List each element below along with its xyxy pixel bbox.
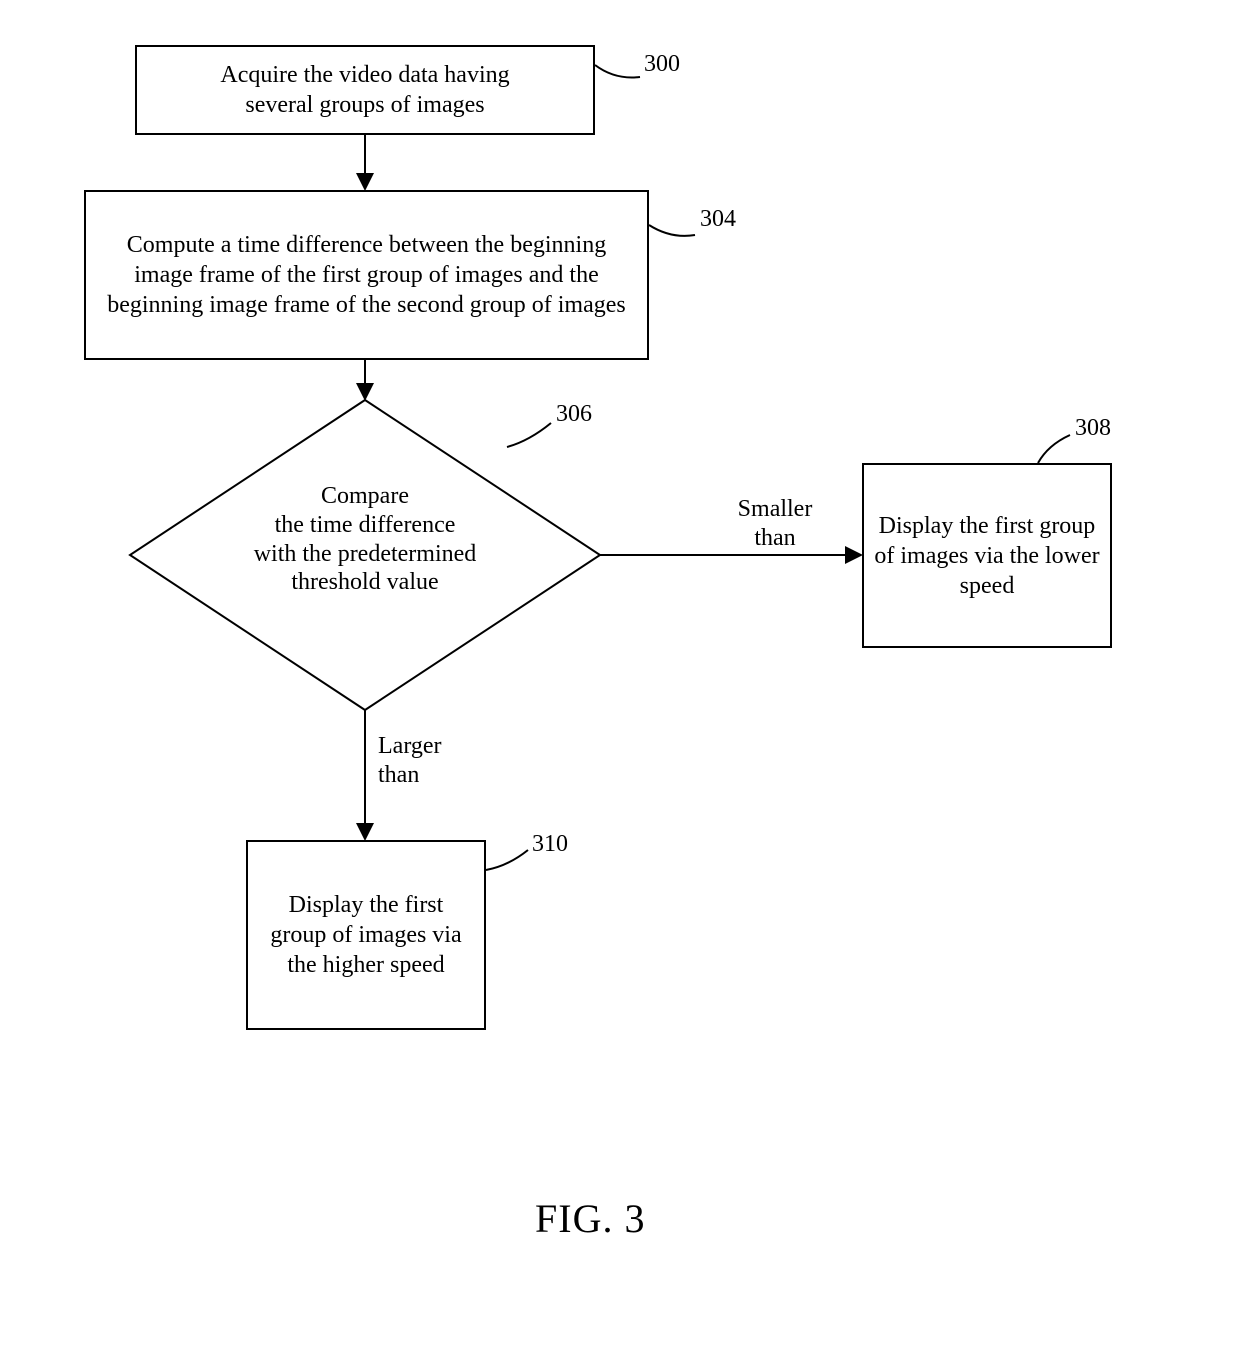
ref-306: 306 <box>556 400 592 429</box>
callout-300 <box>595 65 640 78</box>
node-308: Display the first group of images via th… <box>862 463 1112 648</box>
node-310: Display the first group of images via th… <box>246 840 486 1030</box>
node-304: Compute a time difference between the be… <box>84 190 649 360</box>
edge-label-larger-than: Largerthan <box>378 732 468 790</box>
callout-306 <box>507 423 551 447</box>
edge-label-smaller-than: Smallerthan <box>720 495 830 553</box>
node-306-text: Comparethe time differencewith the prede… <box>215 482 515 597</box>
callout-308 <box>1038 435 1070 463</box>
flowchart-canvas: Acquire the video data havingseveral gro… <box>0 0 1240 1345</box>
ref-300: 300 <box>644 50 680 79</box>
ref-310: 310 <box>532 830 568 859</box>
callout-310 <box>486 850 528 870</box>
ref-308: 308 <box>1075 414 1111 443</box>
callout-304 <box>649 225 695 236</box>
node-300: Acquire the video data havingseveral gro… <box>135 45 595 135</box>
figure-caption: FIG. 3 <box>535 1195 645 1242</box>
ref-304: 304 <box>700 205 736 234</box>
